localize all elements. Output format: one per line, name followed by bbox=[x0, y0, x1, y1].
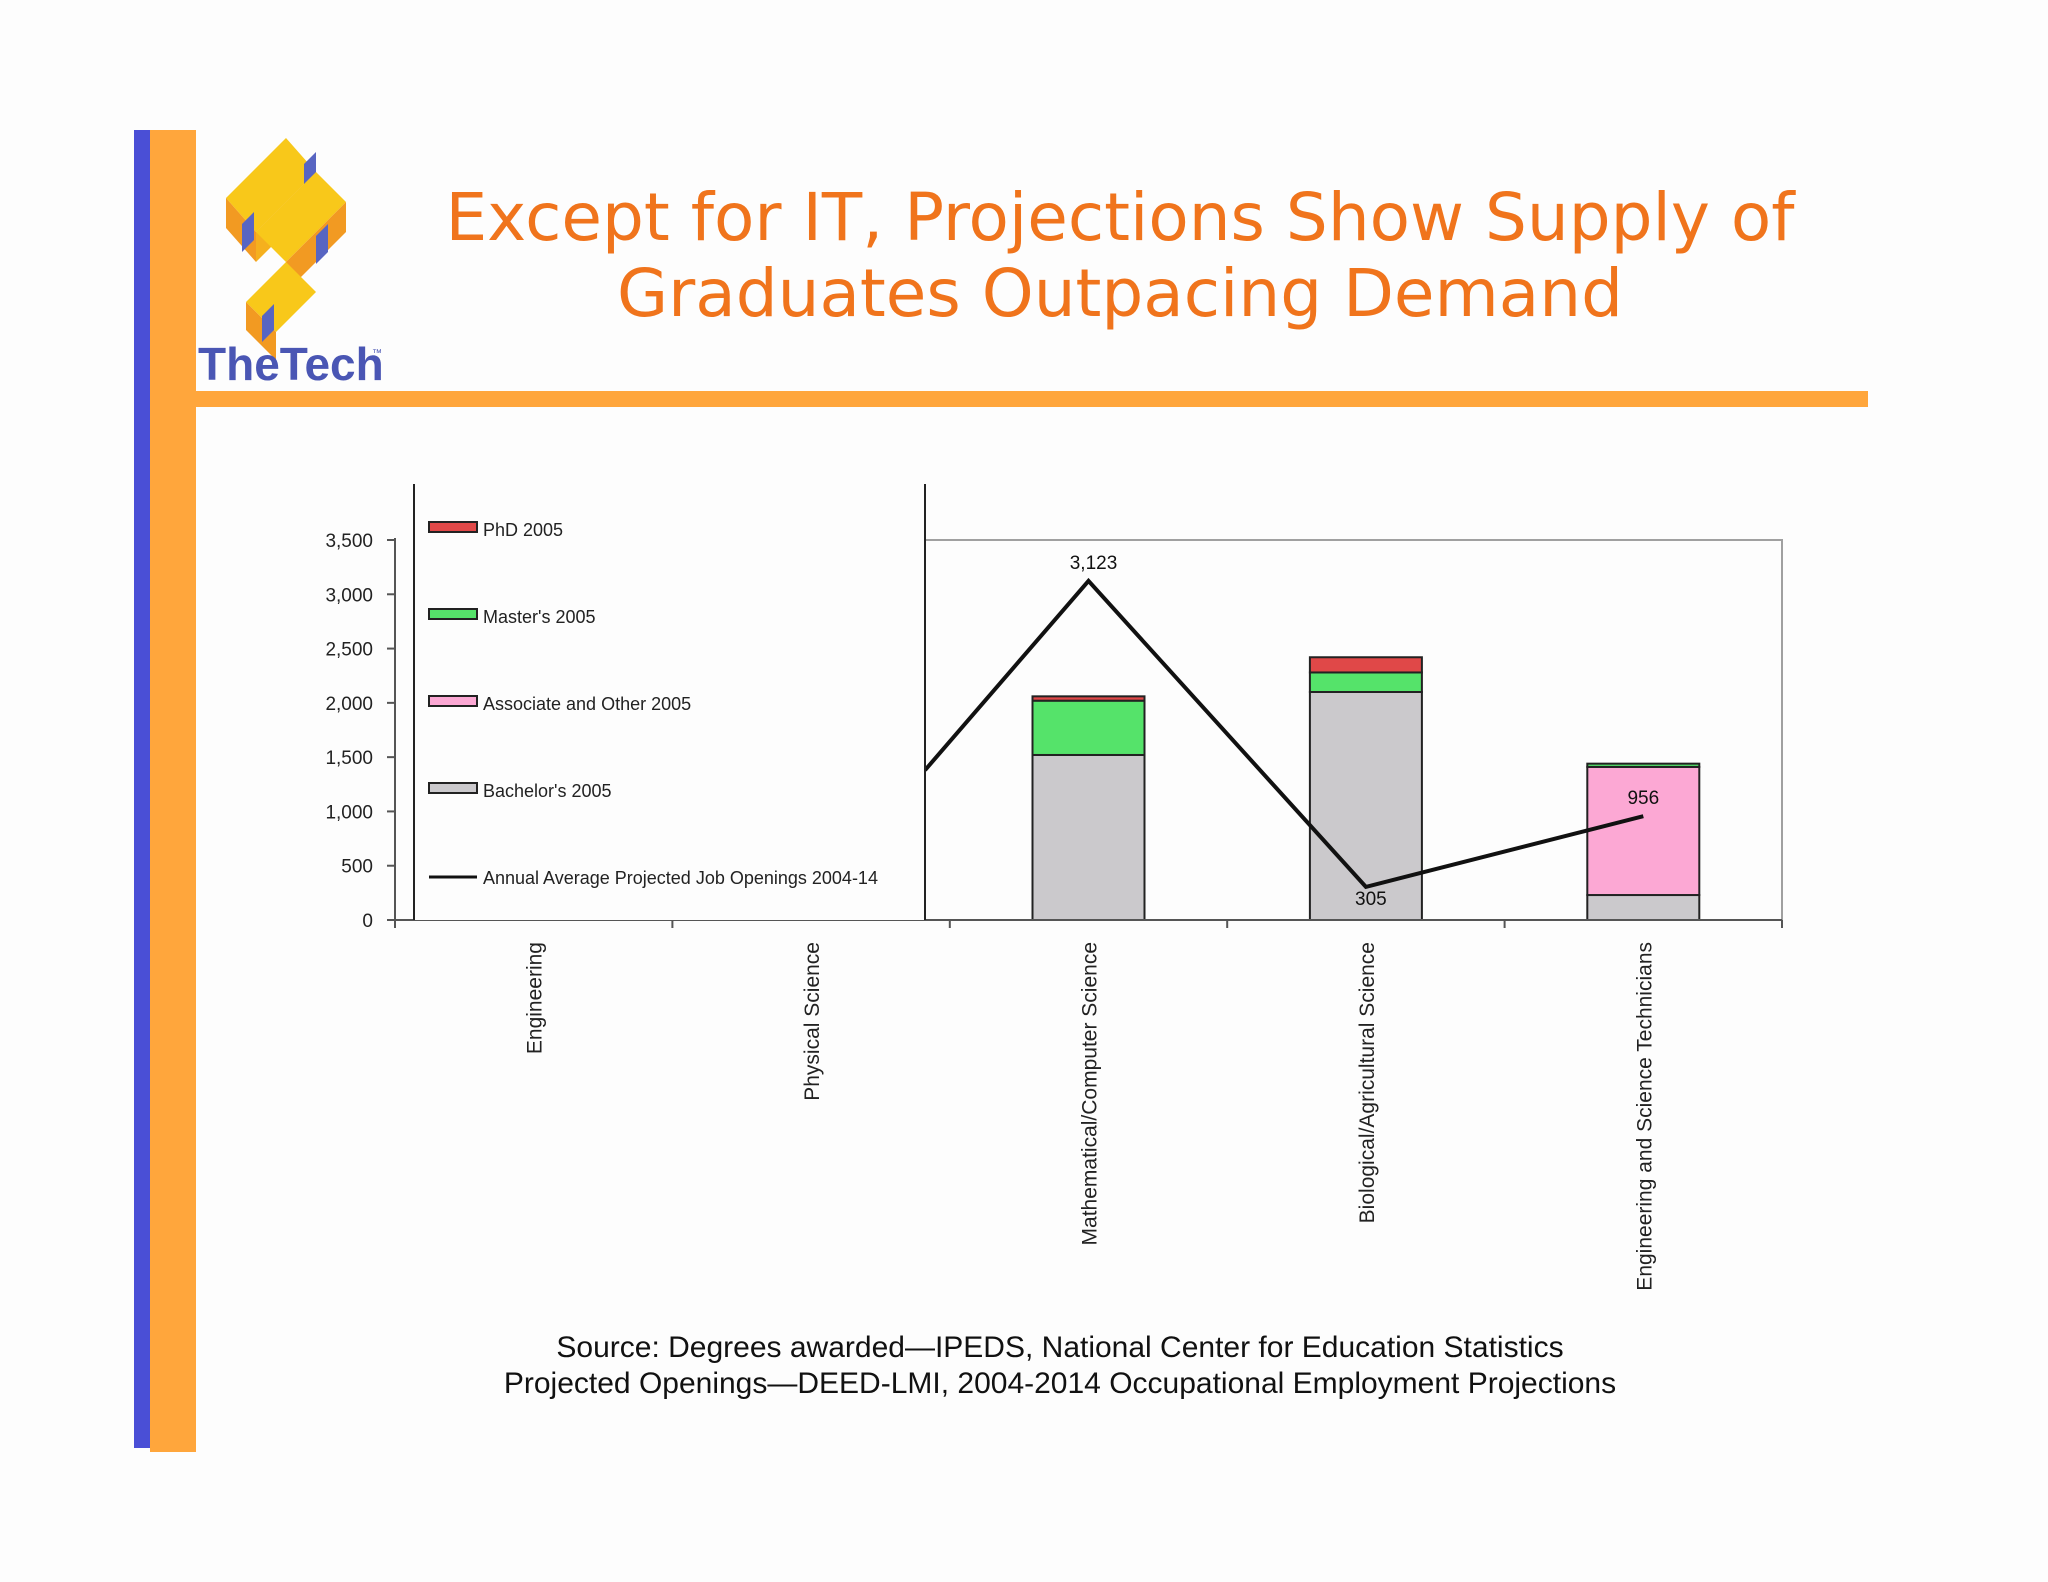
x-category-label: Mathematical/Computer Science bbox=[1079, 942, 1102, 1245]
bar-segment bbox=[1308, 656, 1423, 674]
logo-text: TheTech bbox=[198, 338, 384, 390]
y-tick-label: 500 bbox=[341, 857, 373, 878]
left-accent-blue bbox=[134, 130, 150, 1448]
line-data-label: 305 bbox=[1355, 889, 1387, 910]
job-openings-line bbox=[923, 577, 1644, 890]
source-note: Source: Degrees awarded—IPEDS, National … bbox=[380, 1330, 1740, 1402]
y-tick-label: 0 bbox=[362, 911, 373, 932]
legend-swatch bbox=[428, 695, 478, 707]
y-tick-label: 1,500 bbox=[325, 748, 373, 769]
x-category-label: Biological/Agricultural Science bbox=[1356, 942, 1379, 1223]
x-category-label: Engineering bbox=[524, 942, 547, 1054]
legend-swatch bbox=[428, 521, 478, 533]
line-data-label: 3,123 bbox=[1070, 553, 1118, 574]
title-line-1: Except for IT, Projections Show Supply o… bbox=[445, 179, 1795, 256]
y-tick-label: 2,500 bbox=[325, 640, 373, 661]
x-category-label: Engineering and Science Technicians bbox=[1633, 942, 1656, 1291]
legend-label: PhD 2005 bbox=[483, 520, 563, 540]
title-line-2: Graduates Outpacing Demand bbox=[617, 255, 1623, 332]
bar-segment bbox=[1308, 671, 1423, 693]
y-tick-label: 3,500 bbox=[325, 531, 373, 552]
source-line-2: Projected Openings—DEED-LMI, 2004-2014 O… bbox=[503, 1367, 1617, 1400]
x-category-label: Physical Science bbox=[801, 942, 824, 1101]
bar-segment bbox=[1031, 695, 1146, 702]
legend-label: Master's 2005 bbox=[483, 607, 596, 627]
legend-label: Bachelor's 2005 bbox=[483, 781, 612, 801]
legend-background bbox=[414, 484, 925, 920]
header-rule bbox=[196, 391, 1868, 407]
legend-swatch bbox=[428, 782, 478, 794]
legend-label: Associate and Other 2005 bbox=[483, 694, 691, 714]
line-data-label: 956 bbox=[1627, 788, 1659, 809]
left-accent-orange bbox=[150, 130, 196, 1452]
bar-segment bbox=[1031, 699, 1146, 756]
bar-segment bbox=[1586, 765, 1701, 897]
slide-title: Except for IT, Projections Show Supply o… bbox=[420, 180, 1820, 332]
bar-segment bbox=[1031, 753, 1146, 921]
thetech-logo: TheTech ™ bbox=[198, 138, 384, 390]
legend-swatch bbox=[428, 608, 478, 620]
degrees-vs-openings-chart: 3,123 305 956 0 500 1,000 1,500 2,000 2,500 3,000… bbox=[325, 484, 1783, 1291]
y-tick-label: 3,000 bbox=[325, 585, 373, 606]
y-tick-label: 1,000 bbox=[325, 802, 373, 823]
source-line-1: Source: Degrees awarded—IPEDS, National … bbox=[556, 1331, 1564, 1364]
logo-trademark: ™ bbox=[372, 348, 382, 359]
bar-segment bbox=[1308, 691, 1423, 921]
y-tick-label: 2,000 bbox=[325, 694, 373, 715]
bar-segment bbox=[1586, 762, 1701, 768]
legend-label: Annual Average Projected Job Openings 20… bbox=[483, 868, 878, 888]
bar-segment bbox=[1586, 894, 1701, 921]
